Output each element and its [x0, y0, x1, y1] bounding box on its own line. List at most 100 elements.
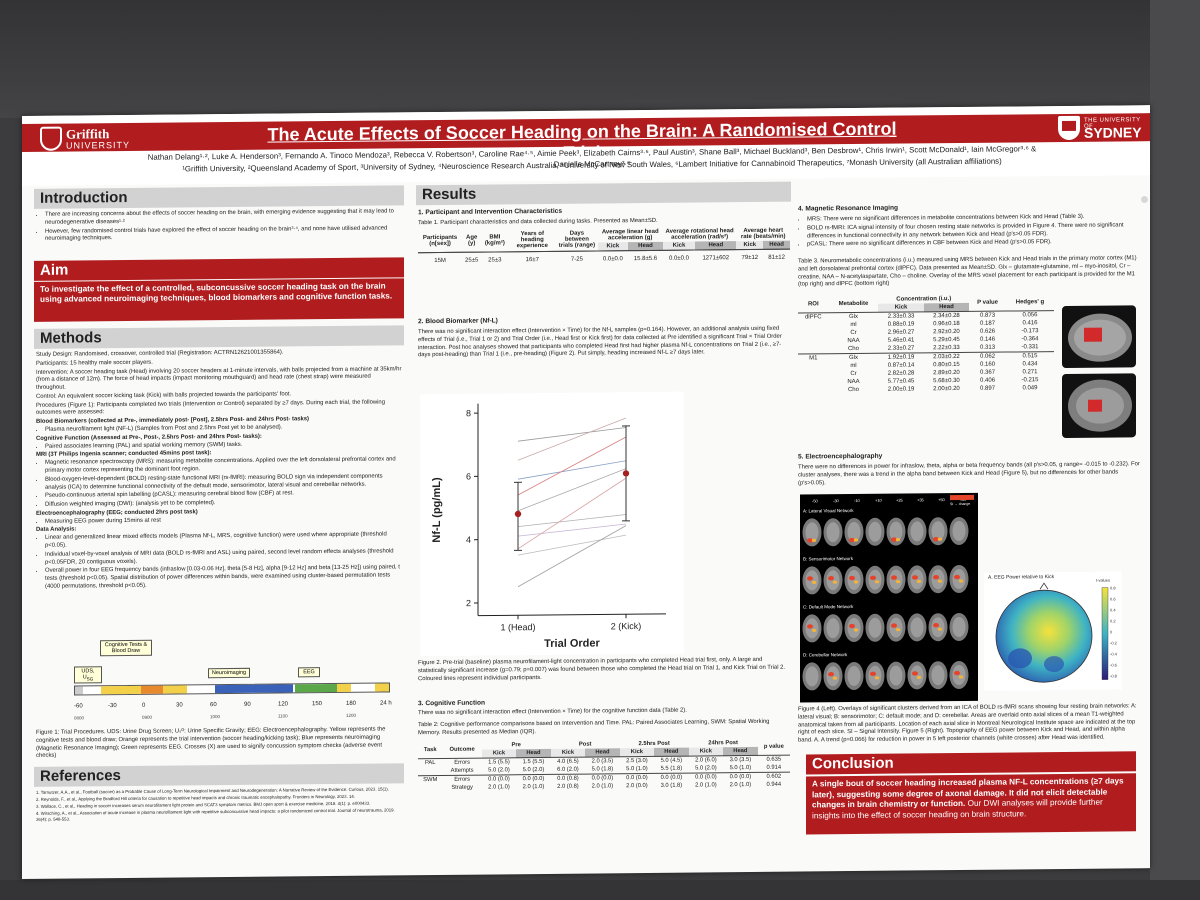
fig4-activation-blob — [853, 580, 859, 584]
fig4-activation-blob — [870, 575, 876, 581]
fig4-activation-blob — [895, 537, 901, 542]
fig4-row-label: B: Sensorimotor Network — [803, 556, 854, 561]
reference-item: 4. Wirsching, A., et al., Association of… — [36, 807, 395, 822]
table2: Task Outcome Pre Post 2.5hrs Post 24hrs … — [418, 738, 790, 793]
chart-mean-point — [514, 510, 522, 518]
fmri-network-svg: -50-30-10+10+25+35+50+65A: Lateral Visua… — [802, 494, 974, 691]
table1-cell: 0.0±0.0 — [668, 255, 689, 262]
fig4-brain-slice-inner — [889, 521, 903, 542]
table2-cell: 0.914 — [766, 764, 782, 771]
fig4-activation-blob — [954, 574, 960, 580]
blood-biomarker-text: There was no significant interaction eff… — [418, 325, 782, 359]
timeline-label-uds: UDS, USG — [74, 666, 102, 684]
table3-cell: 0.062 — [969, 352, 1006, 361]
table2-cell: 0.0 (0.0) — [654, 773, 689, 782]
fig4-activation-blob — [933, 575, 939, 580]
fig4-activation-blob — [895, 579, 901, 584]
fig4-brain-slice-inner — [868, 617, 882, 638]
brain-m1-icon — [1068, 313, 1132, 362]
sydney-logo-name: SYDNEY — [1084, 124, 1142, 141]
intervention-text: Intervention: A soccer heading task (Hea… — [36, 365, 402, 391]
table1-cell: 1271±602 — [702, 254, 730, 262]
fig4-activation-blob — [933, 623, 939, 628]
table2-header: Task — [418, 741, 443, 759]
eeg-topography-svg — [995, 582, 1109, 683]
fig4-row-label: C: Default Mode Network — [803, 604, 854, 609]
griffith-logo-sub: UNIVERSITY — [66, 139, 131, 151]
fig4-brain-slice-inner — [826, 618, 840, 639]
table2-header: Outcome — [442, 741, 482, 759]
mri-results-body: MRS: There were no significant differenc… — [798, 213, 1140, 250]
timeline-tick-label: 120 — [278, 701, 289, 708]
participant-line — [517, 477, 627, 550]
table2-header: p value — [757, 738, 790, 756]
fig4-activation-blob — [811, 628, 817, 632]
griffith-emblem-icon — [40, 126, 62, 151]
topography-scale-tick: 0.4 — [1110, 607, 1116, 613]
poster: Griffith UNIVERSITY The Acute Effects of… — [22, 105, 1150, 880]
table2-cell: 2.0 (1.0) — [488, 784, 510, 791]
timeline-segment-cognitive — [101, 685, 141, 695]
nfl-chart: 2 4 6 8 1 (Head) 2 (Kick) Trial Order Nf-L (pg/… — [420, 391, 684, 657]
table1-cell: 25±5 — [465, 257, 479, 264]
participant-line — [517, 525, 627, 588]
fig4-brain-slice-inner — [889, 665, 903, 686]
table3-cell: 0.313 — [980, 344, 996, 351]
fig4-activation-blob — [937, 579, 943, 583]
table2-cell: 2.0 (0.8) — [557, 783, 579, 790]
timeline-clock-label: 1100 — [278, 713, 288, 719]
table2-cell: 0.635 — [766, 756, 782, 763]
fig4-activation-blob — [895, 627, 901, 632]
fig4-activation-blob — [832, 676, 838, 680]
topography-scale-tick: -0.6 — [1110, 662, 1117, 668]
chart-y-tick-label: 2 — [466, 598, 471, 608]
table2-cell: 2.0 (1.0) — [729, 782, 752, 789]
notice-board-bottom — [0, 880, 1200, 900]
table2-cell: 3.0 (1.8) — [660, 782, 683, 789]
timeline-tick-label: 24 h — [380, 700, 392, 707]
table2-head-header: Head — [723, 746, 758, 756]
fig4-activation-blob — [891, 575, 897, 580]
fig4-activation-blob — [832, 580, 838, 584]
timeline-clock-label: 1200 — [346, 712, 357, 718]
table1-cell: 81±12 — [768, 254, 785, 261]
sydney-crest-icon — [1058, 115, 1080, 141]
references-list: 1. Tarnutzer, A.A., et al., Football (so… — [36, 786, 402, 824]
table3-body: dlPFC Glx 2.33±0.33 2.34±0.28 0.873 0.056 ml 0.… — [798, 311, 1054, 395]
fig4-activation-blob — [853, 628, 859, 632]
participant-line — [517, 417, 627, 461]
timeline-segment-eeg — [295, 683, 337, 693]
timeline-label-uds-sub: SG — [86, 676, 94, 682]
fig4-brain-slice-inner — [847, 522, 861, 543]
table2-cell: 2.0 (1.0) — [522, 783, 545, 791]
topography-scale-label: t-values — [1096, 577, 1111, 583]
fig4-activation-blob — [958, 675, 964, 679]
table1-header: Average linear head acceleration (g) — [601, 228, 659, 242]
fig4-brain-slice-inner — [868, 665, 882, 686]
timeline-label-cognitive: Cognitive Tests & Blood Draw — [100, 639, 152, 657]
table1-header: Average rotational head acceleration (ra… — [665, 228, 734, 241]
table1-cell: 79±12 — [741, 254, 759, 261]
fig4-brain-slice-inner — [931, 617, 945, 638]
timeline-label-eeg: EEG — [298, 667, 320, 678]
table1-cell: 15.8±5.6 — [633, 255, 658, 262]
topography-scale-tick: 0.6 — [1110, 596, 1116, 602]
fig4-activation-blob — [937, 537, 943, 541]
table1-head-header: Head — [628, 241, 663, 251]
table1-cell: 16±7 — [525, 256, 539, 263]
aim-heading: Aim — [34, 257, 404, 281]
fig4-activation-blob — [849, 537, 855, 543]
timeline-tick-label: 90 — [244, 701, 251, 708]
mri-result-item: BOLD rs-fMRI: ICA signal intensity of fo… — [807, 222, 1140, 241]
fig4-scale-label: SI → change — [950, 502, 970, 506]
references-heading: References — [34, 763, 404, 787]
fig4-activation-blob — [937, 627, 943, 631]
participant-line — [517, 534, 627, 556]
fig4-activation-blob — [849, 623, 855, 629]
chart-x-axis-label: Trial Order — [544, 637, 600, 650]
fig4-brain-slice-inner — [931, 569, 945, 590]
fig4-brain-slice-inner — [952, 521, 966, 542]
fig4-activation-blob — [912, 671, 918, 676]
mrs-voxel-m1-image — [1062, 305, 1136, 369]
table2-cell: 2.0 (0.0) — [626, 782, 648, 790]
